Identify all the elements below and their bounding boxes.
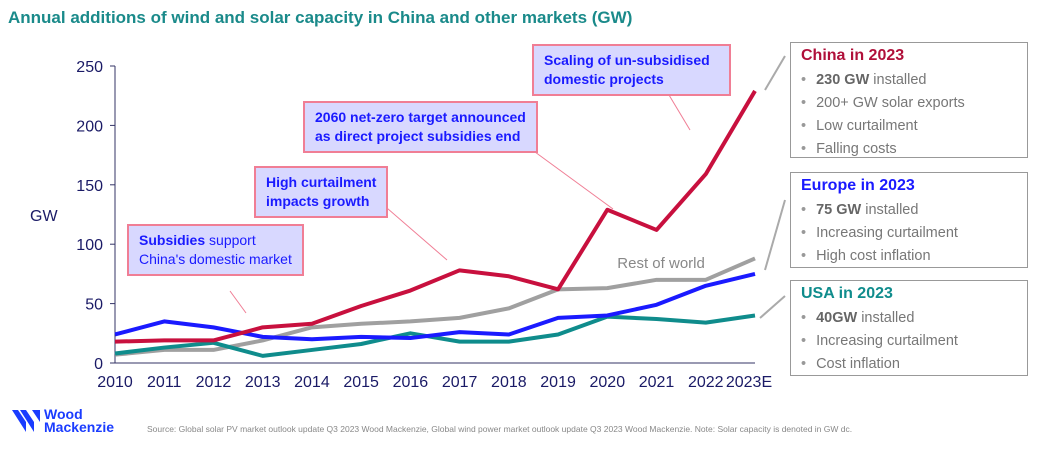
series-label-row: Rest of world xyxy=(617,255,705,272)
annotation-text: Subsidies xyxy=(139,232,206,248)
panel-item: 200+ GW solar exports xyxy=(801,92,1027,115)
y-tick-label: 50 xyxy=(85,297,103,314)
panel-item: 75 GW installed xyxy=(801,199,1027,222)
panel-title: Europe in 2023 xyxy=(801,177,915,194)
panel-item: Falling costs xyxy=(801,138,1027,161)
annotation-text: as direct project subsidies end xyxy=(315,128,521,144)
annotation-text: domestic projects xyxy=(544,71,664,87)
panel-item: Increasing curtailment xyxy=(801,222,1027,245)
y-tick-label: 200 xyxy=(76,118,103,135)
panel-item: 40GW installed xyxy=(801,307,1027,330)
panel-item: High cost inflation xyxy=(801,245,1027,268)
panel-usa: USA in 2023 40GW installedIncreasing curt… xyxy=(790,280,1028,376)
annotation-text: Scaling of un-subsidised xyxy=(544,52,710,68)
chart-title: Annual additions of wind and solar capac… xyxy=(8,8,633,27)
x-tick-label: 2015 xyxy=(343,374,379,391)
x-tick-label: 2011 xyxy=(147,374,182,391)
logo-text: Wood xyxy=(44,406,83,422)
x-tick-label: 2022 xyxy=(688,374,724,391)
x-tick-label: 2018 xyxy=(491,374,527,391)
panel-china: China in 2023 230 GW installed200+ GW sol… xyxy=(790,42,1028,158)
wood-mackenzie-logo: Wood Mackenzie xyxy=(12,406,115,435)
annotation-text: China's domestic market xyxy=(139,251,292,267)
annotation-subsidies: Subsidies support China's domestic marke… xyxy=(127,224,304,276)
annotation-scaling: Scaling of un-subsidised domestic projec… xyxy=(532,44,731,96)
panel-item: Low curtailment xyxy=(801,115,1027,138)
panel-item: Increasing curtailment xyxy=(801,330,1027,353)
annotation-netzero: 2060 net-zero target announced as direct… xyxy=(303,101,538,153)
x-tick-label: 2016 xyxy=(393,374,429,391)
series-line-china xyxy=(114,89,757,344)
y-tick-label: 100 xyxy=(76,237,103,254)
x-tick-label: 2023E xyxy=(726,374,772,391)
x-tick-label: 2017 xyxy=(442,374,478,391)
x-tick-label: 2014 xyxy=(294,374,330,391)
panel-item: 230 GW installed xyxy=(801,69,1027,92)
x-tick-label: 2021 xyxy=(639,374,675,391)
panel-title: China in 2023 xyxy=(801,47,905,64)
y-tick-label: 250 xyxy=(76,59,103,76)
panel-item: Cost inflation xyxy=(801,353,1027,376)
y-tick-label: 150 xyxy=(76,178,103,195)
annotation-text: support xyxy=(205,232,256,248)
panel-title: USA in 2023 xyxy=(801,285,893,302)
source-note: Source: Global solar PV market outlook u… xyxy=(147,424,853,434)
series-line-usa xyxy=(114,313,756,358)
panel-europe: Europe in 2023 75 GW installedIncreasing … xyxy=(790,172,1028,268)
annotation-text: High curtailment xyxy=(266,174,377,190)
annotation-leader-line xyxy=(229,290,247,314)
annotation-leader-line xyxy=(379,201,448,261)
panel-connector-line xyxy=(764,55,786,91)
annotation-text: 2060 net-zero target announced xyxy=(315,109,526,125)
panel-connector-line xyxy=(759,295,786,319)
logo-text: Mackenzie xyxy=(44,419,115,435)
annotation-text: impacts growth xyxy=(266,193,370,209)
x-tick-label: 2010 xyxy=(97,374,133,391)
annotation-leader-line xyxy=(534,151,614,210)
y-tick-label: 0 xyxy=(94,356,103,373)
logo-mark-icon xyxy=(12,410,40,432)
x-tick-label: 2013 xyxy=(245,374,281,391)
series-line-row xyxy=(114,256,756,357)
series-line-europe xyxy=(114,271,756,342)
panel-connector-line xyxy=(764,199,786,271)
annotation-curtailment: High curtailment impacts growth xyxy=(254,166,389,218)
x-tick-label: 2012 xyxy=(196,374,232,391)
y-axis-label: GW xyxy=(30,208,58,225)
x-tick-label: 2019 xyxy=(540,374,576,391)
x-tick-label: 2020 xyxy=(590,374,626,391)
